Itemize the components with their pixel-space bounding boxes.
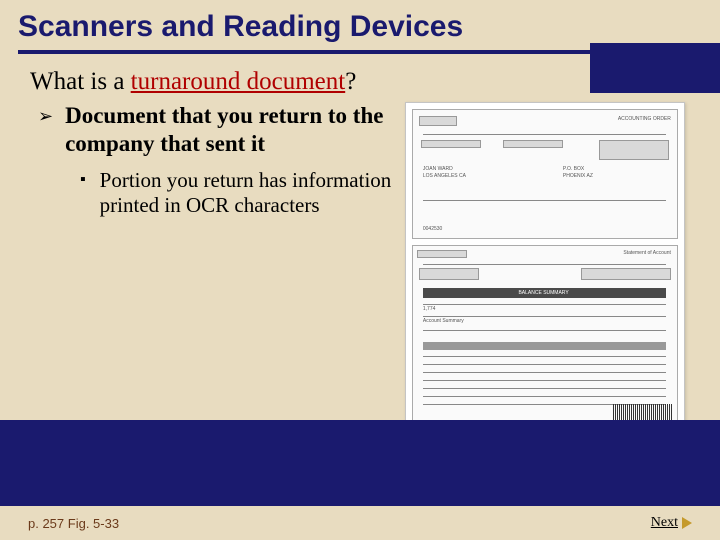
- turnaround-document-figure: ACCOUNTING ORDER JOAN WARD LOS ANGELES C…: [405, 102, 685, 442]
- doc-stub: ACCOUNTING ORDER JOAN WARD LOS ANGELES C…: [412, 109, 678, 239]
- next-button[interactable]: Next: [651, 515, 692, 531]
- main-bullet: ➢ Document that you return to the compan…: [38, 102, 393, 158]
- sub-bullet: ▪ Portion you return has information pri…: [80, 168, 393, 218]
- question-suffix: ?: [345, 68, 356, 95]
- slide-title: Scanners and Reading Devices: [18, 10, 702, 44]
- arrow-bullet-icon: ➢: [38, 106, 53, 127]
- bottom-band: [0, 420, 720, 506]
- square-bullet-icon: ▪: [80, 171, 86, 189]
- question-emphasis: turnaround document: [131, 68, 346, 95]
- image-column: ACCOUNTING ORDER JOAN WARD LOS ANGELES C…: [405, 102, 690, 442]
- content-area: What is a turnaround document? ➢ Documen…: [0, 54, 720, 442]
- doc-statement: Statement of Account BALANCE SUMMARY 1,7…: [412, 245, 678, 428]
- main-bullet-text: Document that you return to the company …: [65, 102, 393, 158]
- text-column: ➢ Document that you return to the compan…: [30, 102, 393, 442]
- question-line: What is a turnaround document?: [30, 68, 690, 96]
- footer: p. 257 Fig. 5-33 Next: [0, 506, 720, 540]
- body-columns: ➢ Document that you return to the compan…: [30, 102, 690, 442]
- next-label: Next: [651, 515, 678, 531]
- title-bar: Scanners and Reading Devices: [0, 0, 720, 48]
- page-reference: p. 257 Fig. 5-33: [28, 516, 119, 531]
- question-prefix: What is a: [30, 68, 131, 95]
- sub-bullet-text: Portion you return has information print…: [100, 168, 393, 218]
- next-arrow-icon: [682, 517, 692, 529]
